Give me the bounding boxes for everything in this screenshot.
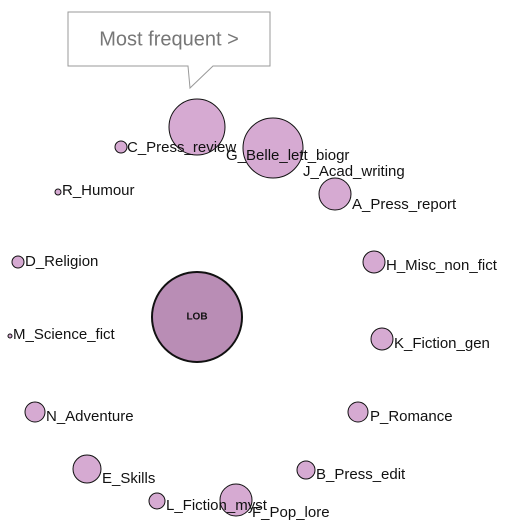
node[interactable]: [168, 98, 226, 156]
node-label: P_Romance: [370, 408, 453, 425]
node-label: B_Press_edit: [316, 466, 406, 483]
node-label: D_Religion: [25, 253, 98, 270]
node-label: E_Skills: [102, 470, 155, 487]
node[interactable]: [24, 401, 46, 423]
center-node[interactable]: [151, 271, 243, 363]
node-label: F_Pop_lore: [252, 504, 330, 520]
node-label: A_Press_report: [352, 196, 457, 213]
node-label: K_Fiction_gen: [394, 335, 490, 352]
center-label: LOB: [186, 312, 207, 323]
node[interactable]: [362, 250, 386, 274]
node[interactable]: [296, 460, 316, 480]
tooltip-text: Most frequent >: [99, 28, 239, 50]
node-label: R_Humour: [62, 182, 135, 199]
tooltip-box: [67, 11, 271, 90]
node[interactable]: [11, 255, 25, 269]
node[interactable]: [219, 483, 253, 517]
node[interactable]: [114, 140, 128, 154]
node[interactable]: [347, 401, 369, 423]
node[interactable]: [148, 492, 166, 510]
node-label: G_Belle_lett_biogr: [226, 147, 349, 164]
node[interactable]: [54, 188, 62, 196]
node-label: H_Misc_non_fict: [386, 257, 498, 274]
node-label: N_Adventure: [46, 408, 134, 425]
node-label: L_Fiction_myst: [166, 497, 268, 514]
node-label: J_Acad_writing: [303, 163, 405, 180]
node-label: M_Science_fict: [13, 326, 116, 343]
node[interactable]: [242, 117, 304, 179]
node-label: C_Press_review: [127, 139, 236, 156]
node[interactable]: [370, 327, 394, 351]
node[interactable]: [7, 333, 13, 339]
node[interactable]: [72, 454, 102, 484]
node[interactable]: [318, 177, 352, 211]
